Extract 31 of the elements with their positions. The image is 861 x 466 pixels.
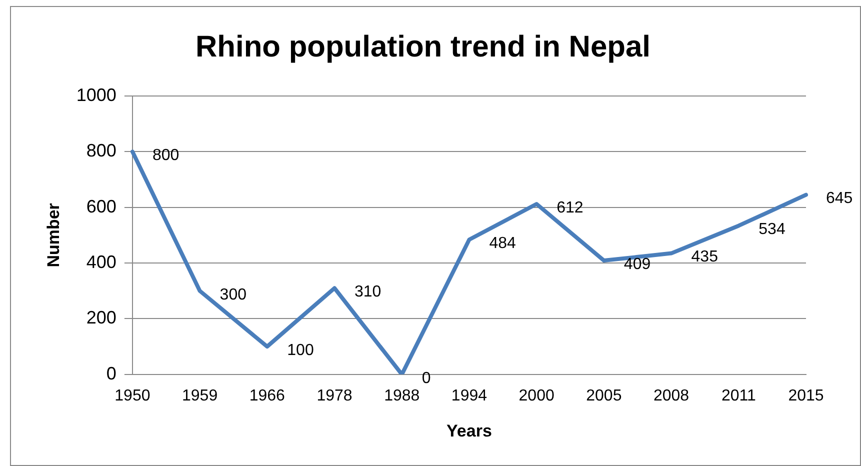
data-label: 612: [556, 199, 584, 216]
y-tick-label: 800: [86, 140, 116, 161]
y-tick-label: 1000: [76, 84, 116, 105]
data-label: 435: [691, 248, 718, 266]
data-label: 300: [220, 286, 247, 304]
x-tick-label: 2005: [586, 387, 622, 404]
x-tick-label: 1950: [114, 387, 150, 404]
data-label: 409: [624, 256, 651, 273]
data-label: 100: [287, 342, 314, 359]
x-tick-label: 1978: [316, 387, 352, 404]
y-axis-title: Number: [44, 202, 63, 268]
x-tick-label: 2008: [653, 387, 690, 404]
data-label: 800: [152, 147, 180, 164]
data-label: 0: [422, 370, 431, 387]
x-axis-title: Years: [446, 421, 492, 440]
y-tick-label: 200: [86, 308, 116, 328]
x-tick-label: 1959: [182, 387, 218, 404]
y-tick-label: 0: [106, 363, 116, 384]
y-tick-label: 400: [86, 252, 116, 272]
x-tick-label: 2000: [518, 387, 554, 404]
chart-title: Rhino population trend in Nepal: [196, 30, 650, 64]
data-label: 534: [758, 221, 786, 238]
x-tick-label: 1988: [384, 387, 420, 404]
x-tick-label: 1966: [249, 387, 286, 404]
x-tick-label: 2015: [788, 387, 824, 404]
data-label: 310: [354, 284, 382, 300]
x-tick-label: 2011: [721, 387, 756, 404]
data-label: 645: [826, 190, 853, 208]
y-tick-label: 600: [86, 196, 116, 216]
data-label: 484: [489, 235, 516, 252]
x-tick-label: 1994: [451, 387, 488, 404]
